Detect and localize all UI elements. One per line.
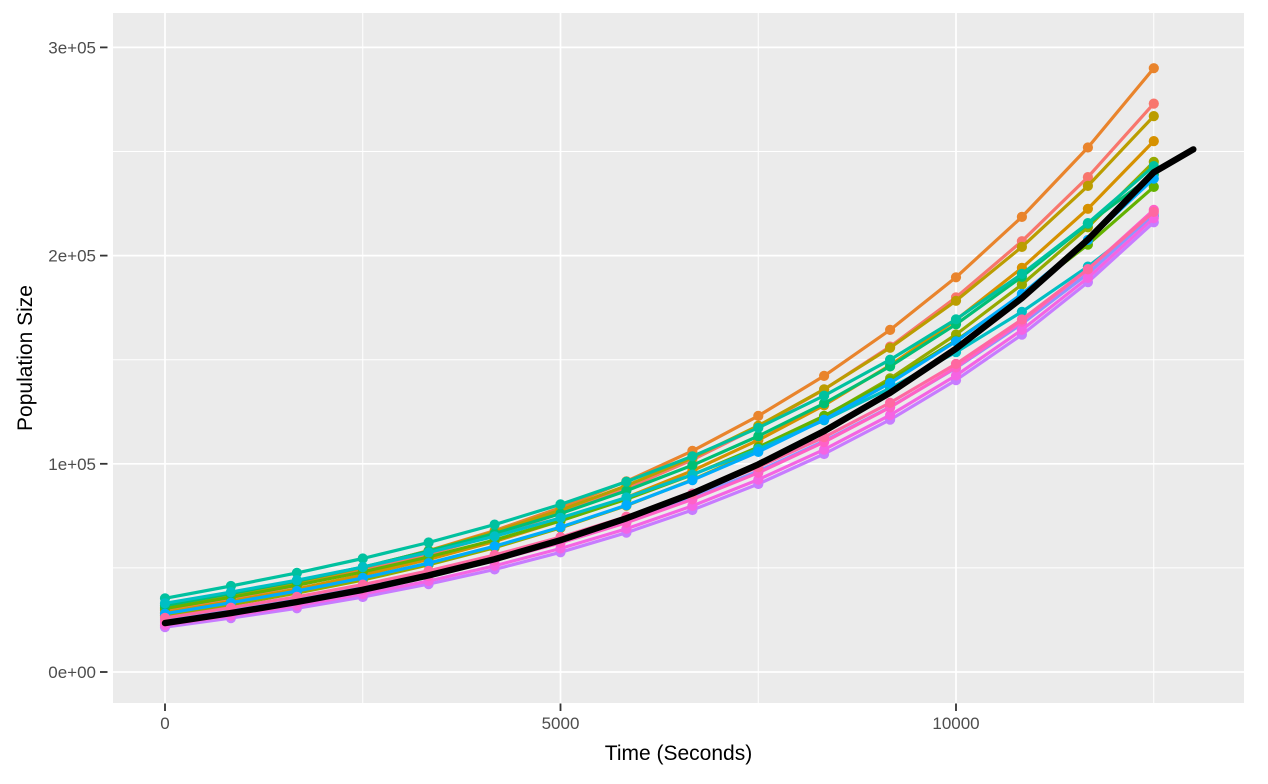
series-line-run-13	[163, 216, 1156, 627]
y-tick-label: 0e+00	[48, 663, 96, 682]
data-point-run-02	[1016, 211, 1027, 222]
data-point-run-03	[1082, 180, 1093, 191]
data-point-run-01	[1148, 98, 1159, 109]
data-point-run-08	[357, 553, 368, 564]
data-point-run-02	[1082, 142, 1093, 153]
data-point-run-15	[950, 358, 962, 369]
data-point-run-08	[753, 422, 764, 433]
data-point-run-09	[291, 575, 302, 586]
data-point-run-15	[1148, 206, 1159, 217]
data-point-run-08	[950, 314, 962, 325]
x-axis-title: Time (Seconds)	[604, 742, 753, 765]
data-point-run-10	[423, 558, 434, 569]
data-point-run-09	[489, 531, 500, 542]
data-point-run-02	[885, 324, 896, 335]
data-point-run-09	[1016, 306, 1027, 317]
data-point-run-03	[1148, 111, 1159, 122]
series-line-run-10	[163, 177, 1156, 616]
data-point-run-06	[1148, 181, 1159, 192]
data-point-run-13	[1016, 324, 1027, 335]
data-point-run-03	[1016, 241, 1027, 252]
x-tick-label: 0	[160, 714, 169, 733]
data-point-run-10	[885, 377, 896, 389]
data-point-run-08	[555, 499, 566, 510]
data-point-run-15	[1016, 314, 1027, 325]
data-point-run-01	[1082, 172, 1093, 183]
data-point-run-02	[950, 272, 962, 283]
data-point-run-15	[1082, 264, 1093, 275]
y-axis-title: Population Size	[14, 285, 37, 431]
data-point-run-10	[489, 541, 500, 552]
data-point-run-15	[885, 397, 896, 408]
data-point-run-04	[1148, 136, 1159, 147]
data-point-run-09	[357, 562, 368, 573]
data-point-run-08	[1016, 268, 1027, 279]
y-tick-label: 3e+05	[48, 38, 96, 57]
series-line-run-04	[163, 139, 1156, 615]
x-tick-label: 5000	[542, 714, 580, 733]
y-tick-label: 1e+05	[48, 455, 96, 474]
data-point-run-13	[885, 410, 896, 421]
data-point-run-07	[753, 431, 764, 442]
data-point-run-09	[621, 492, 632, 503]
data-point-run-13	[950, 370, 962, 381]
data-point-run-13	[1082, 272, 1093, 283]
data-point-run-08	[621, 476, 632, 487]
data-point-run-09	[555, 512, 566, 524]
data-point-run-07	[819, 398, 830, 409]
series-group	[159, 63, 1197, 633]
data-point-run-08	[885, 354, 896, 365]
series-line-run-08	[163, 164, 1156, 600]
data-point-run-08	[291, 567, 302, 579]
data-point-run-02	[1148, 63, 1159, 74]
series-line-run-09	[163, 214, 1156, 605]
data-point-run-08	[423, 537, 434, 548]
data-point-run-10	[753, 446, 764, 457]
y-tick-label: 2e+05	[48, 247, 96, 266]
data-point-run-10	[687, 475, 698, 486]
data-point-run-10	[819, 414, 830, 425]
data-point-run-09	[225, 587, 236, 598]
data-point-run-13	[819, 444, 830, 455]
data-point-run-03	[950, 295, 962, 306]
data-point-run-10	[555, 522, 566, 533]
data-point-run-08	[489, 519, 500, 530]
data-point-run-09	[159, 598, 171, 609]
model-line	[161, 146, 1197, 627]
data-point-run-08	[1082, 218, 1093, 229]
data-point-run-04	[1082, 203, 1093, 214]
x-tick-label: 10000	[932, 714, 979, 733]
data-point-run-05	[1016, 279, 1027, 290]
data-point-run-02	[819, 370, 830, 381]
data-point-run-02	[753, 410, 764, 421]
data-point-run-03	[885, 342, 896, 353]
data-point-run-07	[687, 460, 698, 471]
series-line-run-12	[163, 220, 1156, 629]
data-point-run-10	[621, 500, 632, 511]
data-point-run-08	[687, 451, 698, 462]
data-point-run-09	[423, 547, 434, 558]
data-point-run-08	[819, 390, 830, 401]
